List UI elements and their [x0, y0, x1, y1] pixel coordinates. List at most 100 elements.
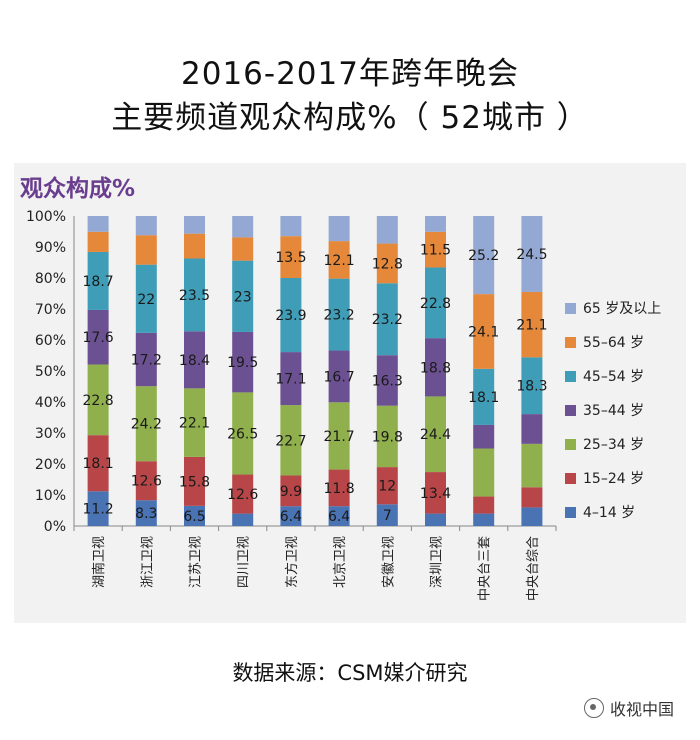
y-tick-label: 10%	[35, 488, 66, 504]
data-label: 24.4	[420, 427, 451, 443]
bar-segment-4	[135, 332, 157, 387]
bar-segment-2	[280, 475, 302, 507]
data-label: 17.6	[83, 330, 114, 346]
legend-label: 15–24 岁	[583, 471, 644, 487]
data-label: 18.8	[420, 360, 451, 376]
bar-segment-3	[280, 405, 302, 476]
bar-segment-7	[232, 216, 254, 238]
bar-segment-5	[521, 357, 543, 415]
bar-segment-2	[521, 487, 543, 508]
watermark: 收视中国	[583, 696, 674, 720]
data-label: 21.1	[516, 318, 547, 334]
data-label: 21.7	[324, 429, 355, 445]
data-label: 23.2	[372, 312, 403, 328]
bar-segment-5	[376, 283, 398, 356]
x-category-label: 江苏卫视	[188, 536, 204, 588]
bar-segment-1	[425, 513, 446, 526]
data-label: 19.8	[372, 429, 403, 445]
data-label: 12.6	[227, 487, 258, 503]
legend-label: 4–14 岁	[583, 505, 635, 521]
bar-segment-4	[232, 331, 254, 393]
bar-segment-1	[328, 506, 350, 526]
x-category-label: 中央台综合	[526, 536, 541, 601]
data-label: 22.8	[83, 393, 114, 409]
legend-label: 45–54 岁	[583, 369, 644, 385]
bar-segment-7	[473, 216, 495, 295]
data-label: 12.8	[372, 256, 403, 272]
bar-segment-7	[376, 216, 398, 244]
bar-segment-6	[87, 231, 109, 252]
y-tick-label: 80%	[35, 271, 66, 287]
bar-segment-1	[376, 504, 398, 526]
data-label: 22.1	[179, 416, 210, 432]
legend-swatch	[565, 405, 576, 416]
x-category-label: 东方卫视	[284, 536, 300, 588]
bar-segment-2	[425, 472, 446, 514]
data-label: 6.5	[183, 509, 205, 525]
data-label: 15.8	[179, 474, 210, 490]
bar-segment-6	[135, 235, 157, 265]
bar-segment-3	[376, 405, 398, 468]
data-label: 18.1	[468, 390, 499, 406]
bar-segment-4	[280, 352, 302, 406]
bar-segment-2	[184, 456, 205, 506]
bar-segment-6	[473, 294, 495, 369]
data-label: 24.5	[516, 247, 547, 263]
bar-segment-7	[184, 216, 205, 234]
data-label: 22.7	[275, 433, 306, 449]
bar-segment-1	[184, 505, 205, 526]
x-category-label: 安徽卫视	[381, 536, 396, 588]
data-label: 23.5	[179, 288, 210, 304]
legend-label: 35–44 岁	[583, 403, 644, 419]
x-category-label: 湖南卫视	[91, 536, 107, 588]
bar-segment-3	[328, 402, 350, 470]
bar-segment-4	[425, 338, 446, 397]
data-label: 17.1	[275, 372, 306, 388]
y-tick-label: 100%	[26, 209, 66, 225]
data-label: 19.5	[227, 355, 258, 371]
bar-segment-3	[184, 388, 205, 457]
y-tick-label: 40%	[35, 395, 66, 411]
bar-segment-1	[280, 506, 302, 526]
bar-segment-3	[232, 392, 254, 475]
data-label: 18.3	[516, 379, 547, 395]
data-label: 24.2	[131, 417, 162, 433]
data-label: 16.7	[324, 369, 355, 385]
bar-segment-7	[135, 216, 157, 236]
bar-segment-7	[328, 216, 350, 242]
data-label: 11.2	[83, 502, 114, 518]
legend-label: 55–64 岁	[583, 335, 644, 351]
y-tick-label: 50%	[35, 364, 66, 380]
x-category-label: 中央台三套	[477, 536, 493, 601]
bar-segment-2	[328, 469, 350, 507]
page-title-line-2: 主要频道观众构成%（ 52城市 ）	[111, 100, 589, 136]
data-label: 12.6	[131, 474, 162, 490]
legend-swatch	[565, 337, 576, 348]
data-label: 24.1	[468, 324, 499, 340]
watermark-text: 收视中国	[609, 700, 674, 719]
data-label: 12	[378, 479, 396, 495]
bar-segment-4	[473, 424, 495, 449]
bar-segment-2	[473, 496, 495, 514]
bar-segment-1	[473, 513, 495, 526]
x-category-label: 四川卫视	[237, 536, 252, 588]
data-label: 18.1	[83, 456, 114, 472]
bar-segment-2	[376, 467, 398, 505]
page-title-line-1: 2016-2017年跨年晚会	[181, 56, 519, 92]
x-category-label: 深圳卫视	[430, 536, 445, 588]
data-label: 13.4	[420, 486, 451, 502]
legend-label: 65 岁及以上	[583, 301, 661, 317]
data-label: 23	[234, 289, 252, 305]
bar-segment-7	[280, 216, 302, 237]
data-label: 12.1	[324, 253, 355, 269]
bar-segment-5	[232, 260, 254, 332]
legend-swatch	[565, 507, 576, 518]
data-label: 8.3	[135, 506, 157, 522]
bar-segment-6	[328, 241, 350, 279]
data-label: 17.2	[131, 353, 162, 369]
x-category-label: 浙江卫视	[140, 536, 155, 588]
bar-segment-6	[184, 233, 205, 259]
bar-segment-4	[521, 414, 543, 444]
legend-swatch	[565, 473, 576, 484]
bar-segment-1	[135, 500, 157, 526]
